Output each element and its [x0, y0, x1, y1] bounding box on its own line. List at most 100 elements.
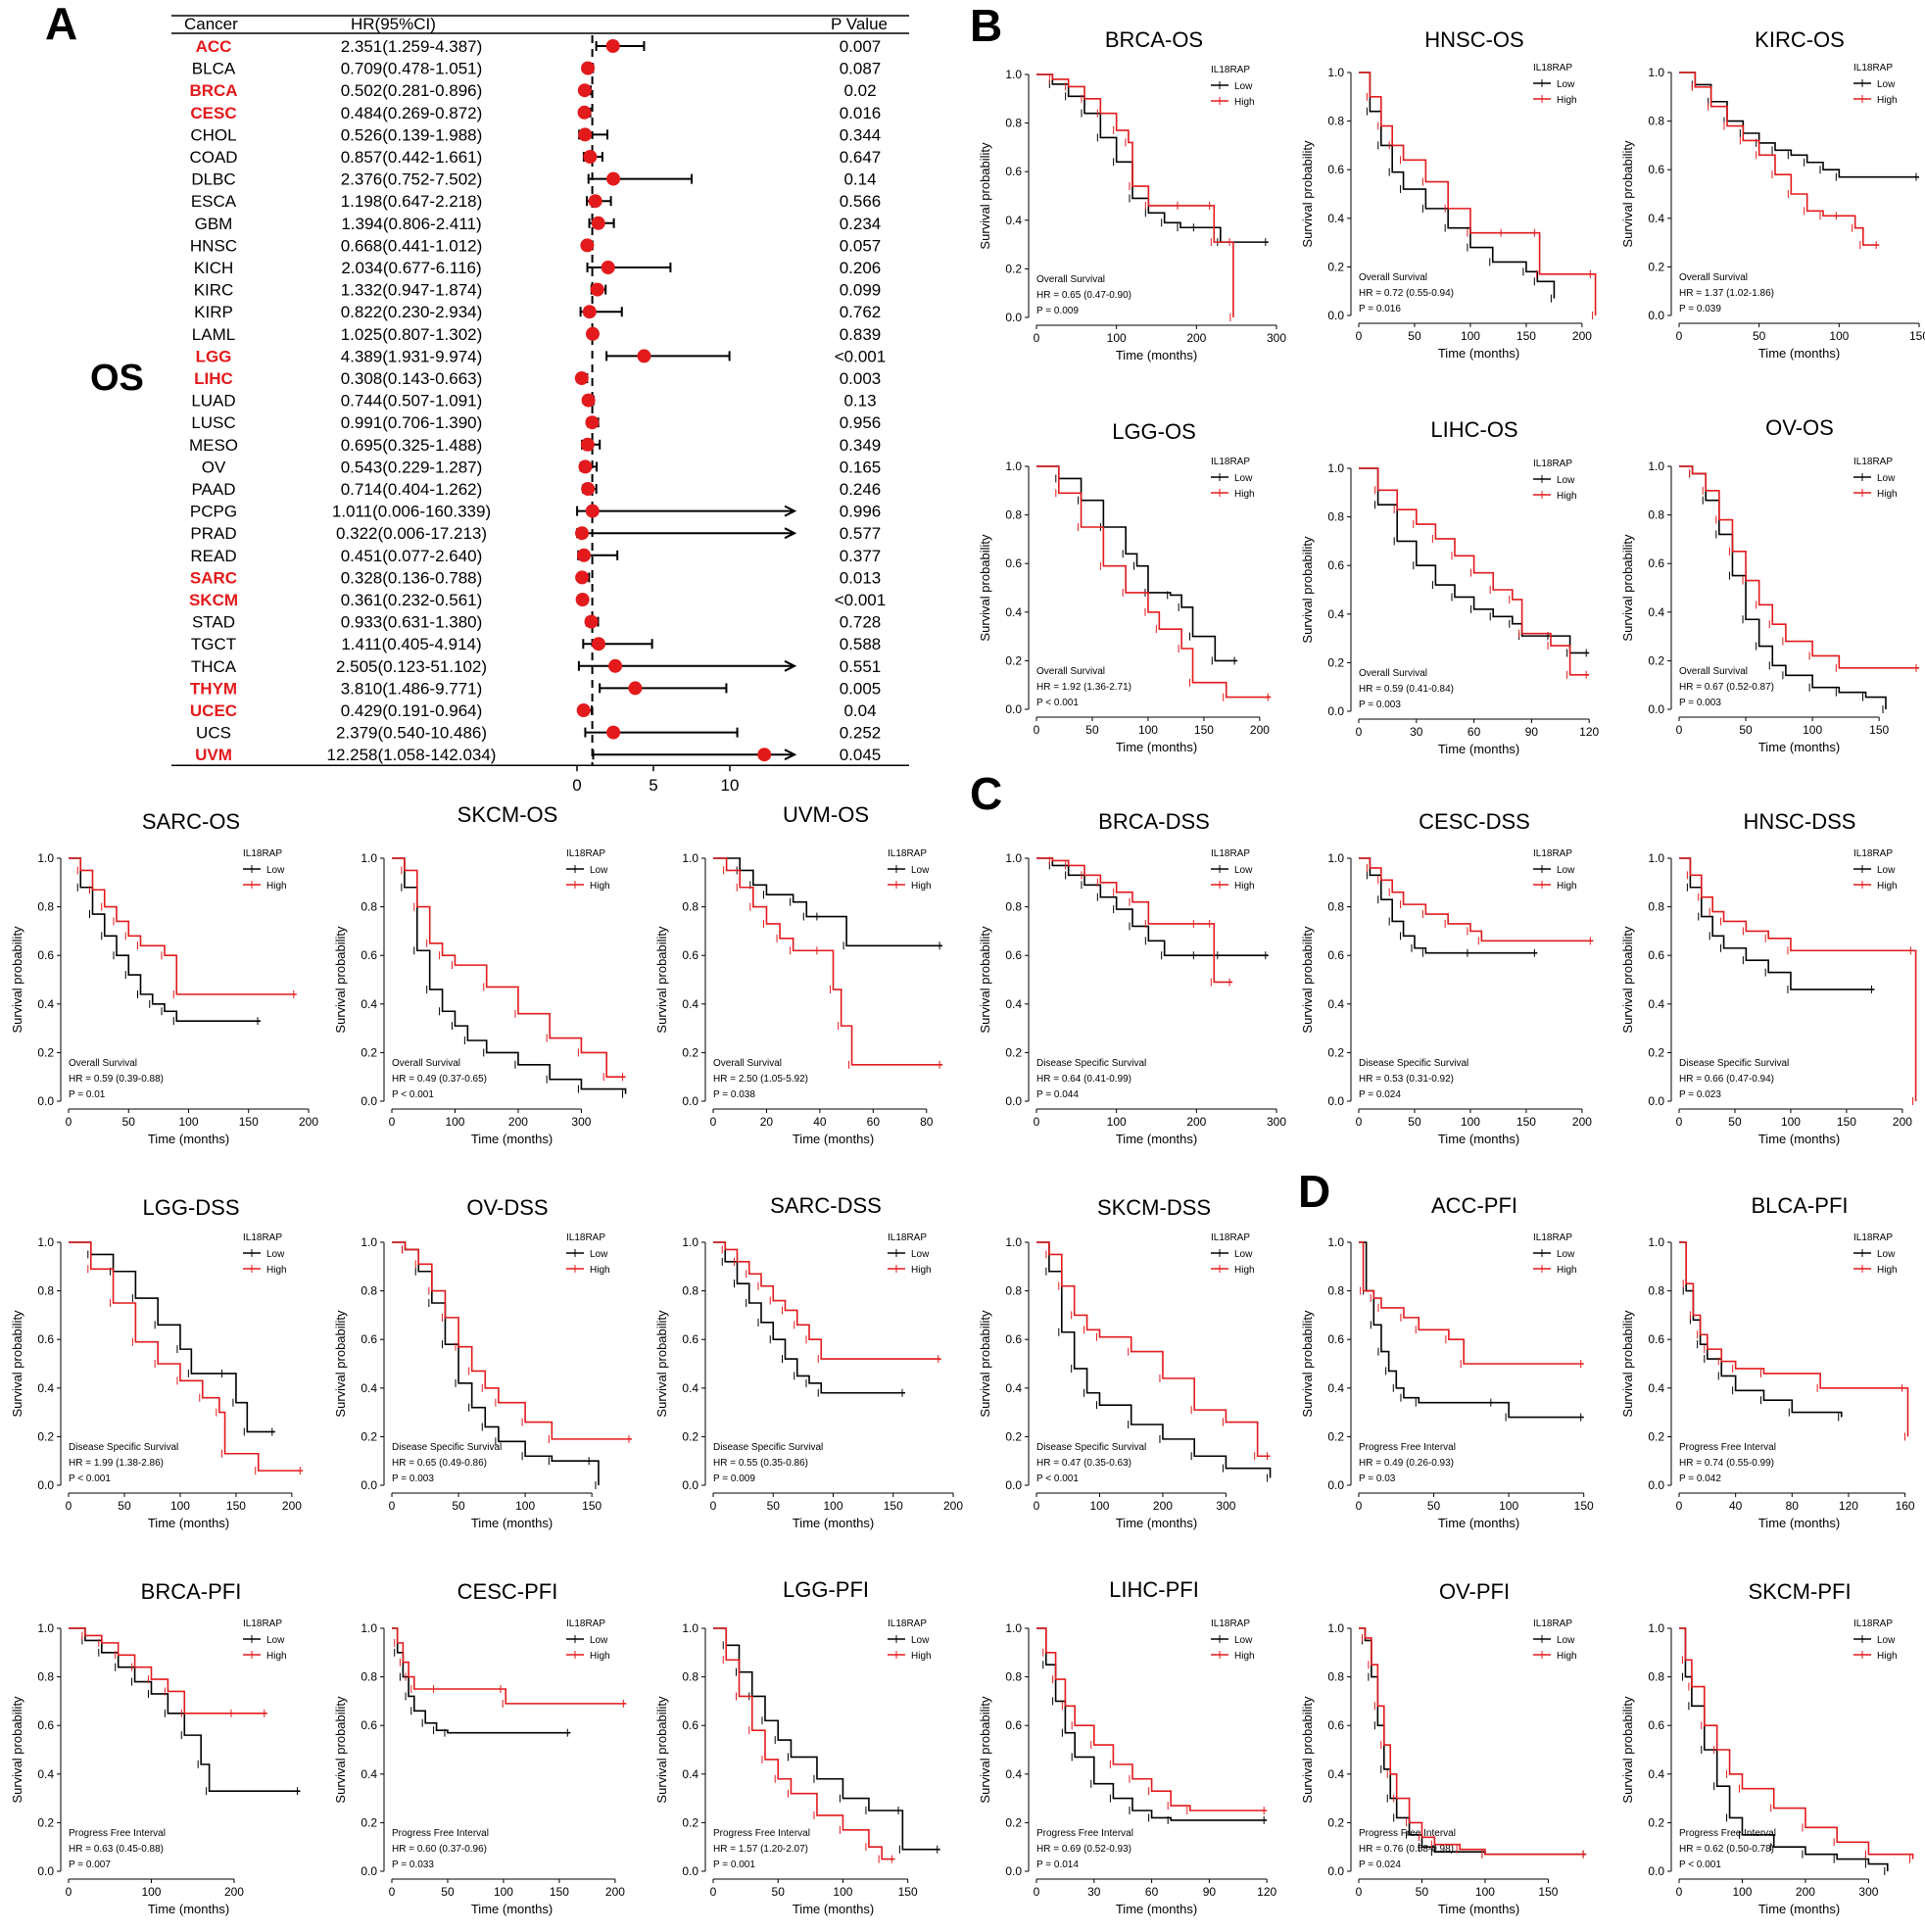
- km-x-tick-label: 100: [1781, 1115, 1801, 1129]
- km-y-tick-label: 0.8: [1327, 115, 1344, 128]
- km-p: P = 0.001: [713, 1860, 755, 1870]
- km-x-tick-label: 50: [1739, 723, 1753, 737]
- km-y-tick-label: 0.4: [1005, 997, 1022, 1011]
- km-x-label: Time (months): [471, 1516, 553, 1530]
- km-x-tick-label: 100: [1089, 1499, 1109, 1513]
- km-x-tick-label: 50: [767, 1499, 781, 1513]
- km-y-tick-label: 0.6: [682, 1332, 698, 1346]
- forest-hr-text: 1.198(0.647-2.218): [341, 192, 483, 211]
- km-x-tick-label: 100: [1461, 1115, 1480, 1129]
- km-x-tick-label: 0: [389, 1885, 396, 1899]
- km-y-tick-label: 0.2: [37, 1045, 54, 1059]
- km-title: SARC-DSS: [770, 1193, 882, 1218]
- km-legend-title: IL18RAP: [243, 848, 282, 859]
- km-plot: BLCA-PFI 0.0 0.2 0.4 0.6 0.8 1.0 Survival proba…: [1620, 1193, 1915, 1530]
- km-y-tick-label: 0.8: [37, 1670, 54, 1684]
- forest-cancer-label: BRCA: [189, 81, 237, 100]
- km-survival-type: Progress Free Interval: [1036, 1828, 1133, 1839]
- km-survival-type: Overall Survival: [1679, 666, 1748, 677]
- km-x-tick-label: 120: [1839, 1499, 1858, 1513]
- forest-row: ACC 2.351(1.259-4.387) 0.007: [196, 37, 882, 56]
- forest-hr-point: [637, 349, 651, 363]
- km-x-label: Time (months): [1758, 740, 1840, 754]
- km-x-tick-label: 100: [141, 1885, 161, 1899]
- km-legend-title: IL18RAP: [243, 1232, 282, 1243]
- km-x-tick-label: 0: [66, 1115, 72, 1129]
- km-curve-high: [1359, 467, 1590, 676]
- km-y-tick-label: 0.0: [1648, 1094, 1664, 1108]
- km-plot: CESC-PFI 0.0 0.2 0.4 0.6 0.8 1.0 Survival proba…: [333, 1579, 627, 1916]
- km-x-tick-label: 150: [239, 1115, 259, 1129]
- km-legend-title: IL18RAP: [888, 848, 927, 859]
- km-y-tick-label: 0.0: [1327, 1094, 1344, 1108]
- km-title: UVM-OS: [783, 802, 869, 827]
- km-hr: HR = 1.57 (1.20-2.07): [713, 1844, 808, 1855]
- km-y-tick-label: 0.2: [37, 1815, 54, 1829]
- km-curve-high: [1036, 73, 1234, 317]
- km-x-tick-label: 0: [1034, 331, 1040, 345]
- km-curve-high: [1679, 1241, 1909, 1437]
- km-y-tick-label: 1.0: [1648, 851, 1664, 865]
- km-y-tick-label: 0.6: [1327, 948, 1344, 962]
- km-x-tick-label: 50: [1416, 1885, 1429, 1899]
- forest-cancer-label: UVM: [195, 746, 232, 764]
- forest-hr-text: 1.011(0.006-160.339): [332, 503, 491, 521]
- km-plot: BRCA-OS 0.0 0.2 0.4 0.6 0.8 1.0 Survival probab…: [978, 27, 1286, 362]
- km-legend-low: Low: [590, 865, 608, 876]
- forest-cancer-label: UCEC: [190, 701, 237, 720]
- km-legend-high: High: [1557, 1651, 1577, 1662]
- forest-hr-point: [601, 261, 615, 274]
- km-hr: HR = 0.63 (0.45-0.88): [69, 1844, 164, 1855]
- km-x-tick-label: 150: [884, 1499, 903, 1513]
- km-x-tick-label: 90: [1203, 1885, 1217, 1899]
- km-p: P = 0.003: [392, 1473, 434, 1484]
- km-x-tick-label: 200: [1186, 1115, 1206, 1129]
- km-x-tick-label: 100: [1829, 329, 1849, 343]
- km-x-tick-label: 200: [1250, 723, 1270, 737]
- km-legend-low: Low: [266, 1635, 285, 1646]
- forest-row: SARC 0.328(0.136-0.788) 0.013: [190, 568, 881, 587]
- km-y-tick-label: 0.6: [361, 1718, 377, 1732]
- forest-p-value: 0.057: [840, 236, 882, 255]
- km-y-tick-label: 0.2: [1648, 653, 1664, 667]
- km-legend-low: Low: [590, 1249, 608, 1260]
- km-curve-high: [1036, 1241, 1271, 1458]
- forest-cancer-label: LUSC: [191, 413, 235, 432]
- km-y-label: Survival probability: [978, 142, 992, 250]
- forest-hr-point: [578, 127, 593, 142]
- forest-hr-text: 0.933(0.631-1.380): [341, 613, 483, 632]
- km-survival-type: Overall Survival: [1359, 272, 1427, 283]
- km-curve-high: [1679, 465, 1919, 669]
- km-y-tick-label: 1.0: [1327, 66, 1344, 79]
- forest-hr-point: [577, 105, 592, 120]
- km-survival-type: Disease Specific Survival: [1036, 1442, 1146, 1453]
- km-x-label: Time (months): [1438, 1516, 1519, 1530]
- km-legend-low: Low: [266, 865, 285, 876]
- km-x-tick-label: 100: [1107, 1115, 1127, 1129]
- km-curve-high: [69, 1241, 304, 1472]
- forest-cancer-label: READ: [190, 547, 236, 565]
- km-x-tick-label: 200: [605, 1885, 625, 1899]
- km-x-label: Time (months): [1438, 1132, 1519, 1146]
- km-hr: HR = 0.62 (0.50-0.78): [1679, 1844, 1774, 1855]
- forest-hr-text: 2.505(0.123-51.102): [336, 657, 487, 676]
- km-y-tick-label: 1.0: [1005, 851, 1022, 865]
- km-curve-low: [1679, 465, 1887, 709]
- forest-row: DLBC 2.376(0.752-7.502) 0.14: [191, 170, 876, 189]
- km-legend-low: Low: [1557, 865, 1575, 876]
- forest-cancer-label: THCA: [191, 657, 237, 676]
- km-survival-type: Disease Specific Survival: [1679, 1058, 1789, 1069]
- km-legend-low: Low: [266, 1249, 285, 1260]
- km-title: HNSC-OS: [1424, 27, 1523, 52]
- forest-header-hr: HR(95%CI): [351, 15, 436, 33]
- forest-hr-text: 4.389(1.931-9.974): [341, 347, 483, 365]
- km-y-label: Survival probability: [1620, 140, 1635, 248]
- forest-hr-point: [592, 637, 606, 652]
- km-y-tick-label: 0.2: [1005, 1045, 1022, 1059]
- km-legend-title: IL18RAP: [1211, 1618, 1250, 1629]
- km-legend-title: IL18RAP: [888, 1232, 927, 1243]
- km-survival-type: Disease Specific Survival: [392, 1442, 502, 1453]
- km-y-tick-label: 0.8: [1648, 900, 1664, 914]
- forest-p-value: 0.013: [840, 568, 882, 587]
- km-y-tick-label: 0.2: [37, 1429, 54, 1443]
